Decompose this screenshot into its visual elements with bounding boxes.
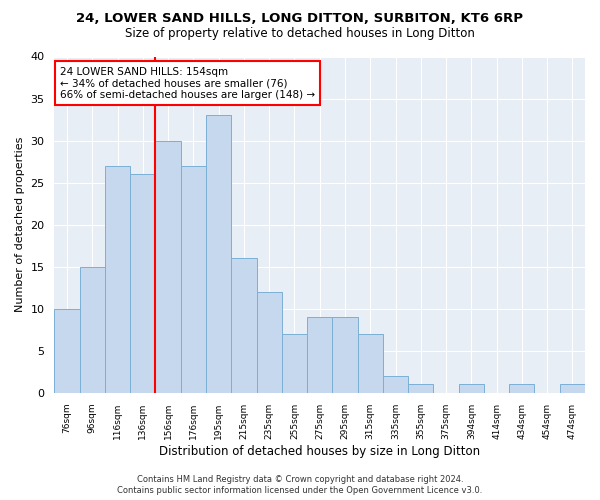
Bar xyxy=(560,384,585,393)
Y-axis label: Number of detached properties: Number of detached properties xyxy=(15,137,25,312)
X-axis label: Distribution of detached houses by size in Long Ditton: Distribution of detached houses by size … xyxy=(159,444,480,458)
Text: 24, LOWER SAND HILLS, LONG DITTON, SURBITON, KT6 6RP: 24, LOWER SAND HILLS, LONG DITTON, SURBI… xyxy=(77,12,523,26)
Bar xyxy=(231,258,257,393)
Bar xyxy=(257,292,282,393)
Text: 24 LOWER SAND HILLS: 154sqm
← 34% of detached houses are smaller (76)
66% of sem: 24 LOWER SAND HILLS: 154sqm ← 34% of det… xyxy=(60,66,315,100)
Bar xyxy=(155,140,181,393)
Bar xyxy=(509,384,535,393)
Bar xyxy=(80,266,105,393)
Bar xyxy=(408,384,433,393)
Text: Contains HM Land Registry data © Crown copyright and database right 2024.: Contains HM Land Registry data © Crown c… xyxy=(137,475,463,484)
Bar xyxy=(332,317,358,393)
Text: Size of property relative to detached houses in Long Ditton: Size of property relative to detached ho… xyxy=(125,28,475,40)
Bar xyxy=(307,317,332,393)
Bar xyxy=(130,174,155,393)
Bar xyxy=(358,334,383,393)
Bar xyxy=(105,166,130,393)
Bar xyxy=(282,334,307,393)
Text: Contains public sector information licensed under the Open Government Licence v3: Contains public sector information licen… xyxy=(118,486,482,495)
Bar xyxy=(206,116,231,393)
Bar xyxy=(458,384,484,393)
Bar xyxy=(181,166,206,393)
Bar xyxy=(383,376,408,393)
Bar xyxy=(55,309,80,393)
